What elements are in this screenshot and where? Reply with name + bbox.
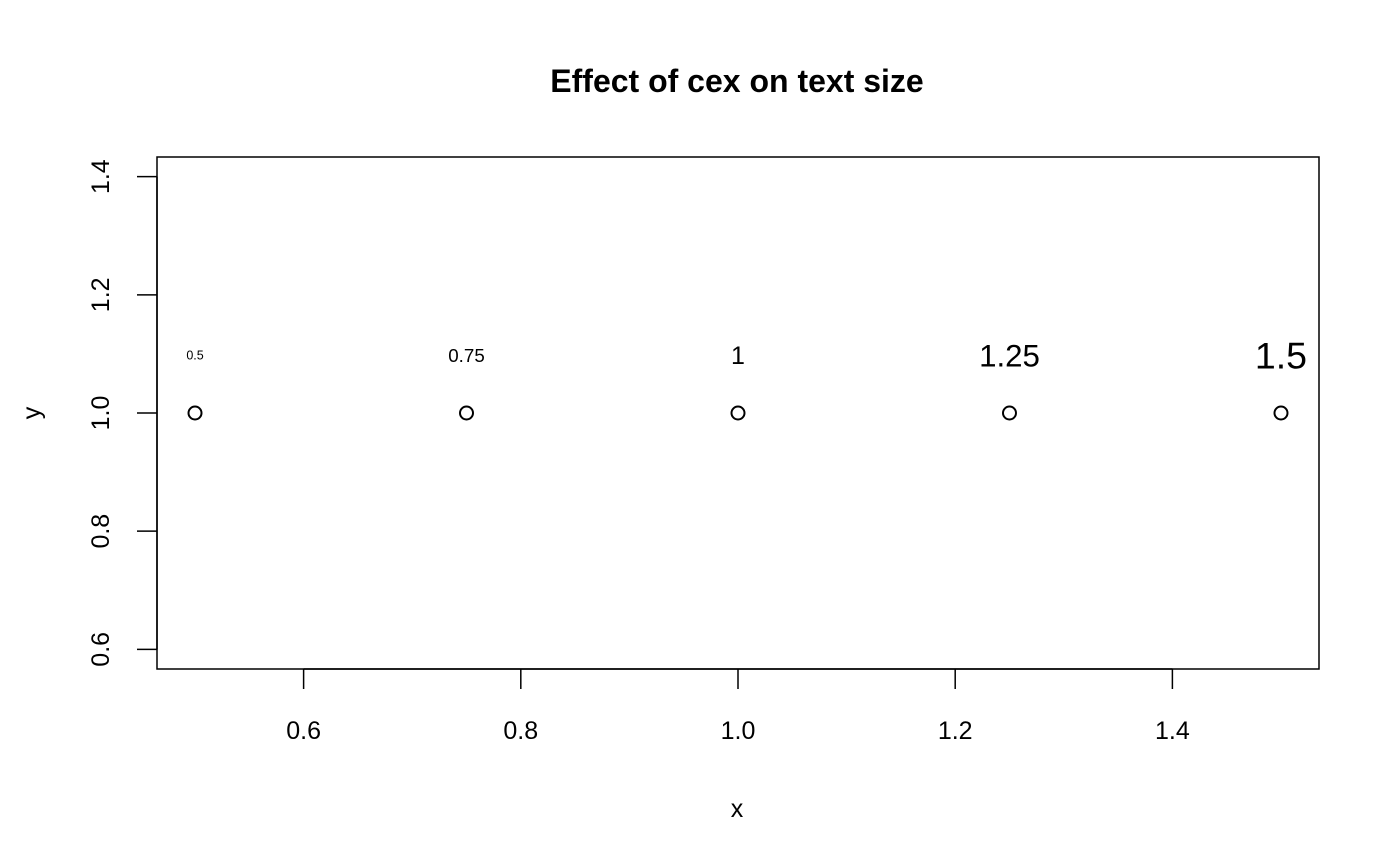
point-label: 0.5 [186,349,203,363]
y-tick-label: 1.0 [87,396,115,431]
x-tick-label: 1.4 [1155,717,1190,745]
point-labels: 0.5 0.75 1 1.25 1.5 [186,335,1307,377]
y-axis-title: y [18,406,46,419]
data-point [459,405,475,421]
x-tick-label: 0.6 [286,717,321,745]
x-tick-label: 1.2 [938,717,973,745]
data-point [1273,405,1289,421]
y-tick-label: 1.4 [87,159,115,194]
point-label: 1.25 [979,338,1040,373]
x-axis: 0.6 0.8 1.0 1.2 1.4 [286,668,1190,745]
x-tick-label: 1.0 [721,717,756,745]
chart-title: Effect of cex on text size [550,63,923,99]
plot-frame [156,156,1320,670]
point-label: 1 [731,342,745,370]
y-axis: 0.6 0.8 1.0 1.2 1.4 [87,159,158,667]
y-tick-label: 0.6 [87,632,115,667]
point-label: 1.5 [1255,335,1307,377]
x-tick-label: 0.8 [503,717,538,745]
point-label: 0.75 [448,345,485,366]
y-tick-label: 1.2 [87,277,115,312]
x-axis-title: x [731,795,744,823]
data-points [187,405,1289,421]
data-point [730,405,746,421]
data-point [187,405,203,421]
data-point [1001,405,1017,421]
y-tick-label: 0.8 [87,514,115,549]
